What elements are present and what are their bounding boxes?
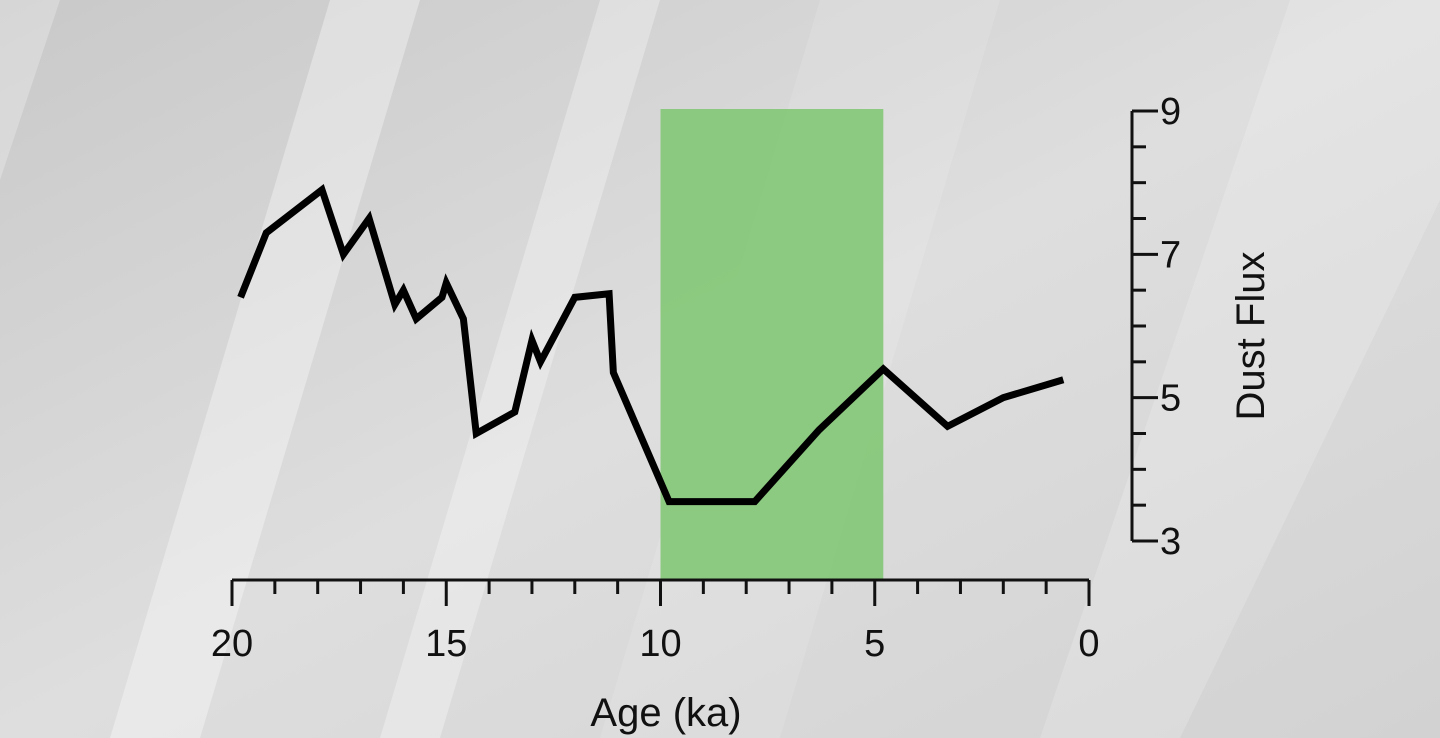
- x-tick-label: 0: [1078, 623, 1099, 665]
- highlight-band: [660, 109, 884, 580]
- dust-flux-line: [237, 184, 1065, 506]
- y-tick-label: 7: [1160, 234, 1181, 276]
- y-tick-label: 9: [1160, 91, 1181, 133]
- x-tick-label: 15: [425, 623, 467, 665]
- series-layer: [237, 184, 1065, 506]
- x-tick-label: 5: [864, 623, 885, 665]
- x-tick-label: 20: [211, 623, 253, 665]
- x-tick-label: 10: [639, 623, 681, 665]
- y-tick-label: 5: [1160, 378, 1181, 420]
- y-tick-label: 3: [1160, 521, 1181, 563]
- y-axis-label: Dust Flux: [1229, 252, 1273, 421]
- x-axis: 20 15 10 5 0: [211, 578, 1100, 665]
- x-axis-label: Age (ka): [590, 691, 741, 735]
- y-axis: 3 5 7 9: [1130, 91, 1181, 563]
- highlight-band-layer: [660, 109, 884, 580]
